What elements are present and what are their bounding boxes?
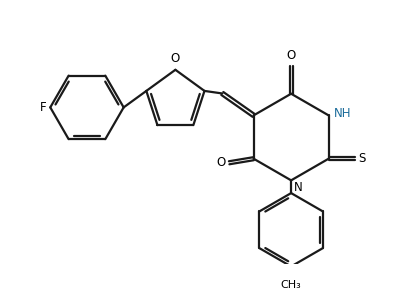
Text: O: O <box>171 52 180 65</box>
Text: S: S <box>359 152 366 165</box>
Text: NH: NH <box>334 107 351 120</box>
Text: F: F <box>40 101 46 114</box>
Text: CH₃: CH₃ <box>281 280 301 290</box>
Text: N: N <box>294 181 302 194</box>
Text: O: O <box>216 156 226 169</box>
Text: O: O <box>286 49 296 62</box>
